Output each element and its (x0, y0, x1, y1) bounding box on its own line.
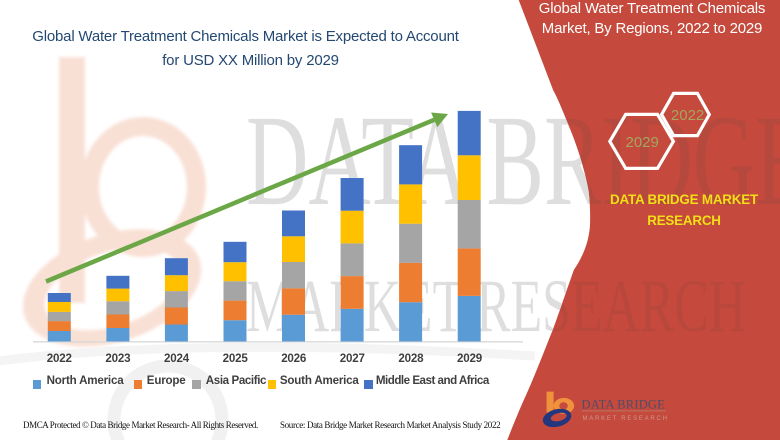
svg-text:MARKET RESEARCH: MARKET RESEARCH (583, 416, 669, 422)
svg-text:2022: 2022 (671, 107, 704, 124)
svg-text:2029: 2029 (626, 134, 659, 151)
svg-text:DATA BRIDGE: DATA BRIDGE (582, 398, 666, 412)
